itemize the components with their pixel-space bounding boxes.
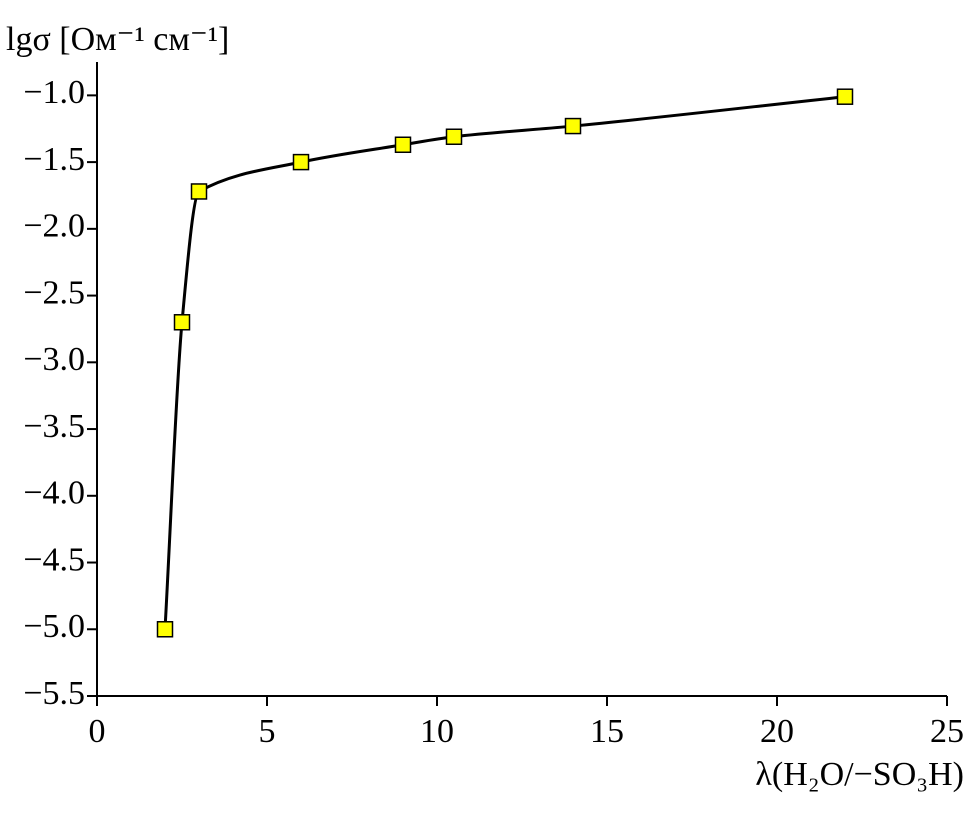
x-tick-label: 0 [89, 713, 106, 750]
y-tick-label: −5.5 [23, 675, 85, 712]
y-tick-label: −1.5 [23, 141, 85, 178]
y-tick-label: −4.5 [23, 541, 85, 578]
marker [836, 88, 854, 105]
x-tick-label: 15 [590, 713, 624, 750]
y-axis-label: lgσ [Ом⁻¹ см⁻¹] [6, 21, 229, 58]
marker [173, 314, 191, 331]
y-tick-label: −2.0 [23, 208, 85, 245]
data-line [163, 95, 846, 630]
x-tick-label: 25 [930, 713, 964, 750]
marker [156, 621, 174, 638]
marker [190, 183, 208, 200]
y-tick-label: −4.0 [23, 475, 85, 512]
marker [394, 136, 412, 154]
marker [445, 128, 463, 145]
marker [564, 117, 582, 135]
y-tick-label: −2.5 [23, 274, 85, 311]
marker [292, 153, 310, 171]
x-tick-label: 10 [420, 713, 454, 750]
y-tick-label: −3.0 [23, 341, 85, 378]
y-tick-label: −3.5 [23, 408, 85, 445]
x-tick-label: 5 [259, 713, 276, 750]
x-axis-label: λ(H₂O/−SO₃H) [755, 756, 964, 793]
x-tick-label: 20 [760, 713, 794, 750]
y-tick-label: −5.0 [23, 608, 85, 645]
y-tick-label: −1.0 [23, 74, 85, 111]
